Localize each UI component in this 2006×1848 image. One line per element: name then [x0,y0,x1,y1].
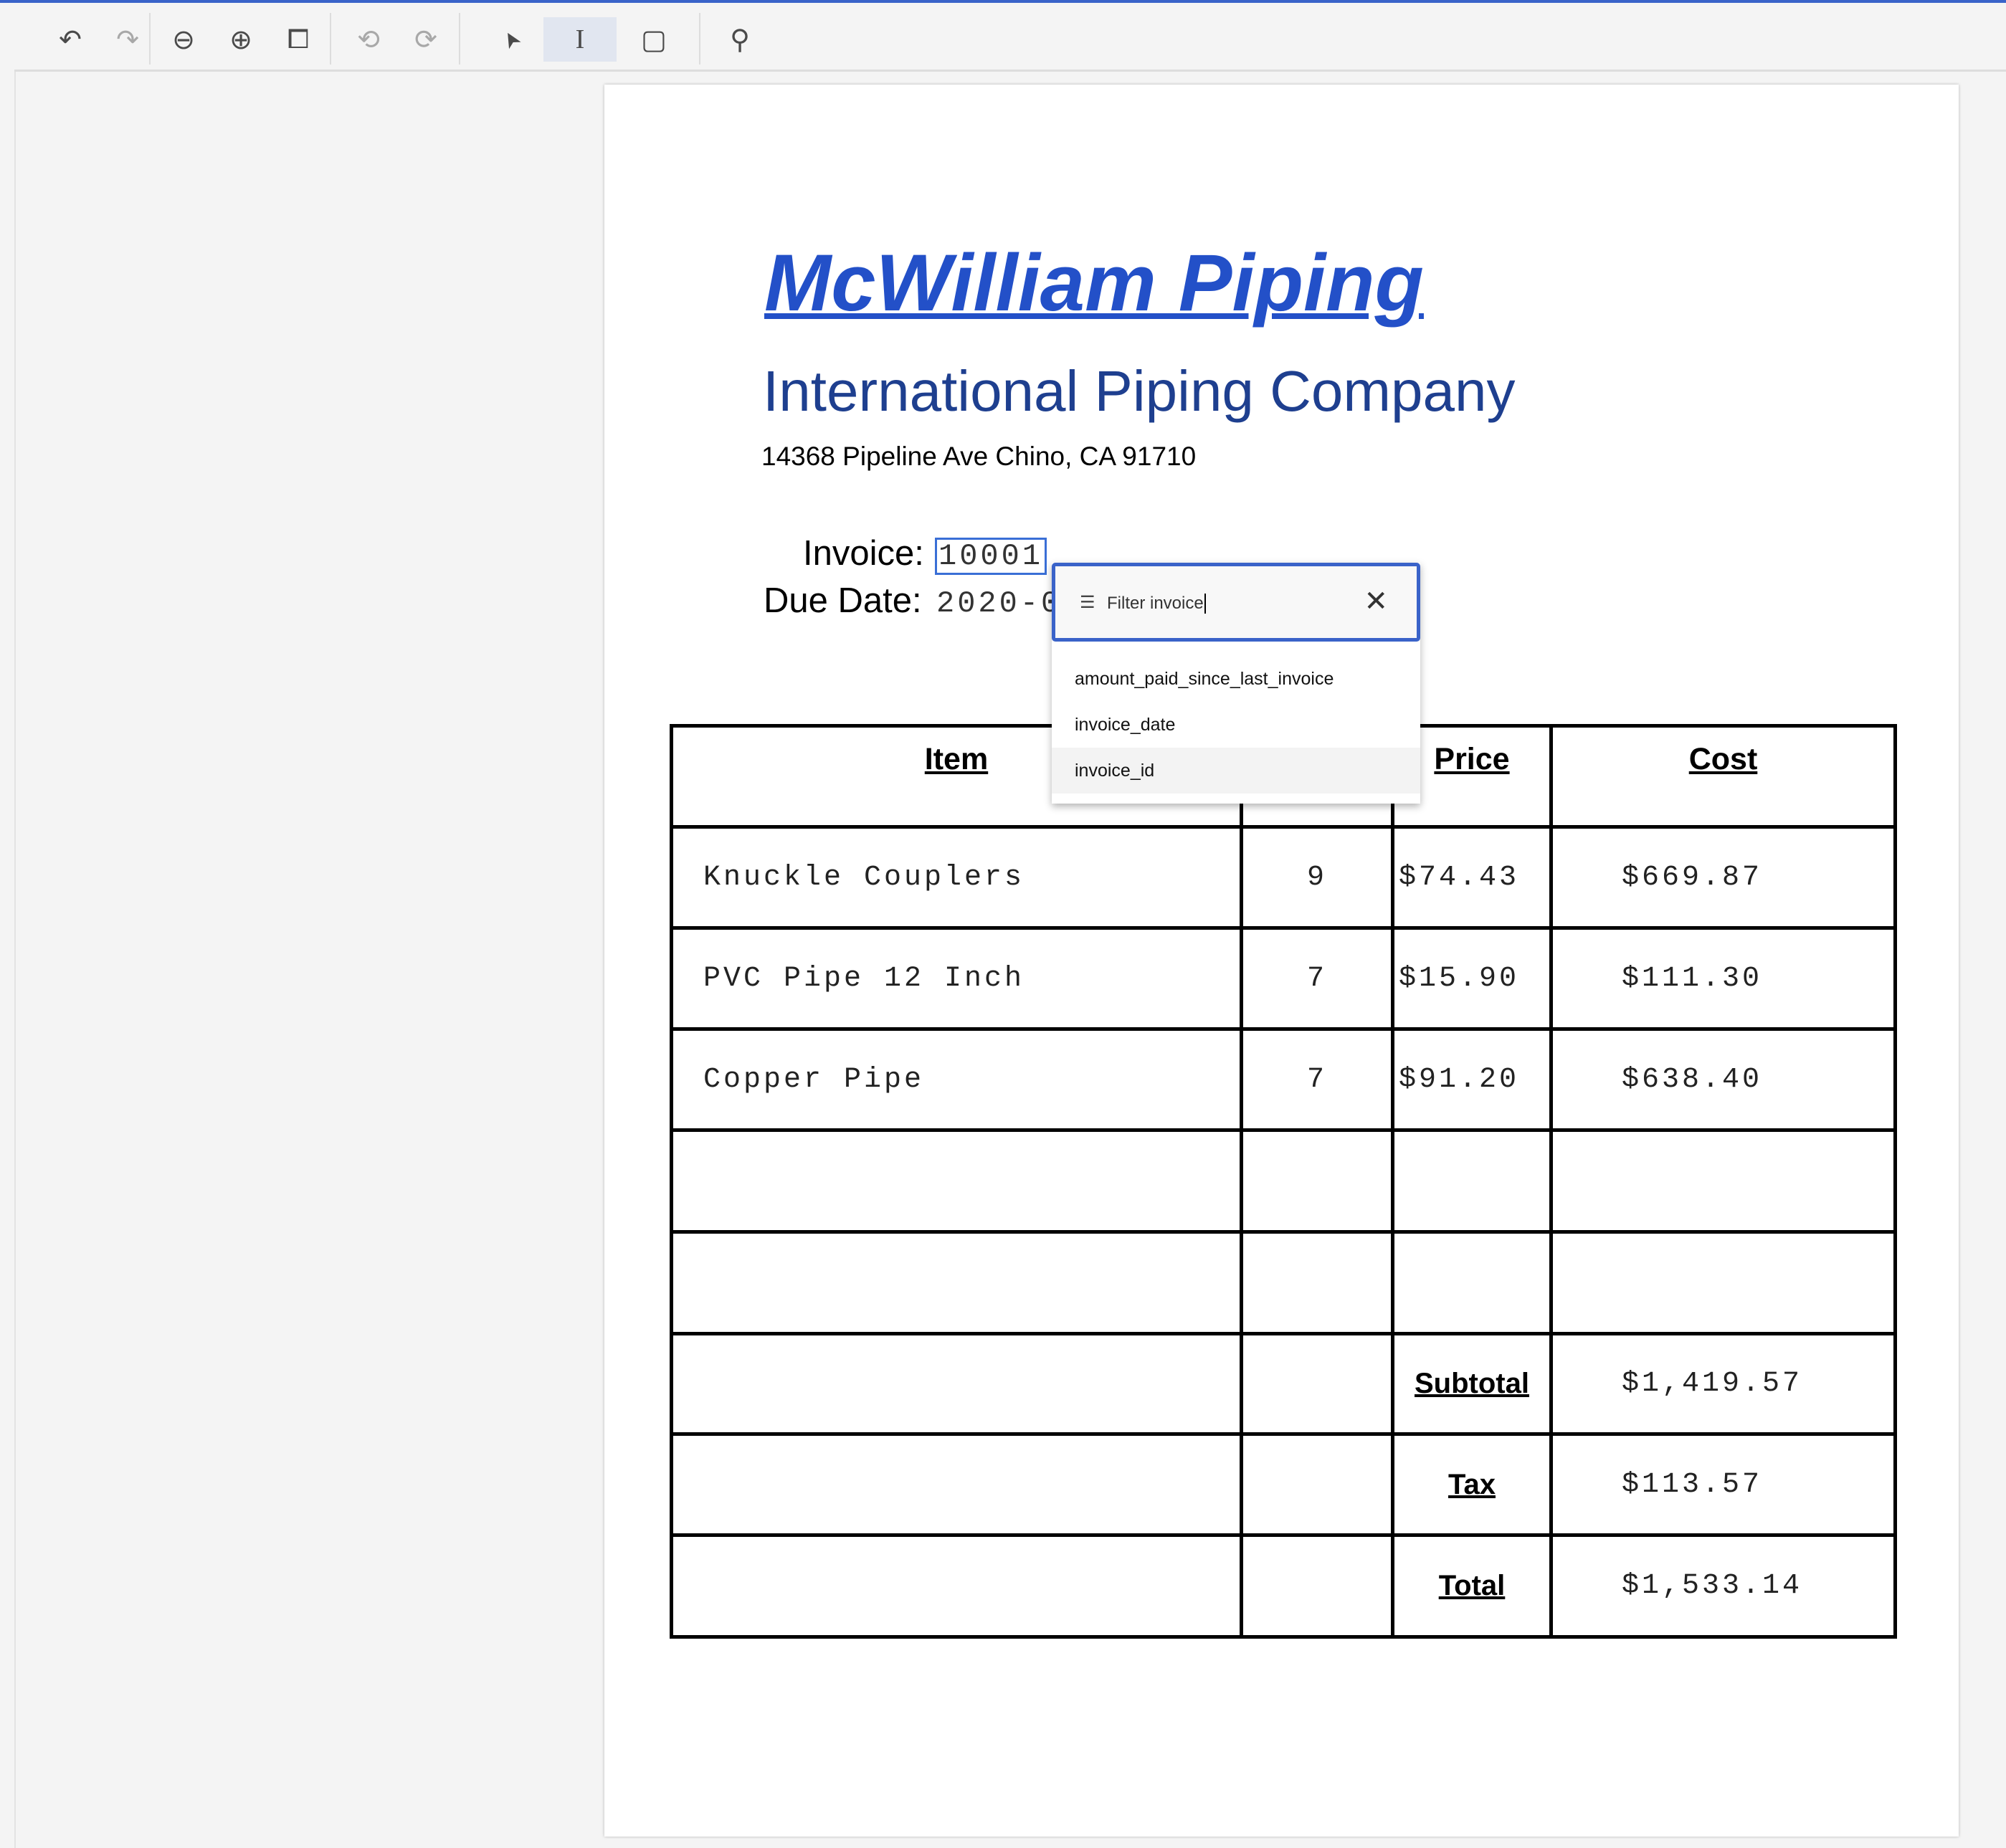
table-row: PVC Pipe 12 Inch 7 $15.90 $111.30 [670,926,1897,1031]
due-date-label: Due Date: [764,581,922,620]
zoom-out-button[interactable]: ⊖ [162,17,205,62]
add-region-button[interactable]: ▢ [632,17,675,62]
header-cost: Cost [1549,724,1897,829]
price-cell: $15.90 [1391,926,1553,1031]
price-cell: $74.43 [1391,825,1553,930]
company-subtitle: International Piping Company [763,359,1516,423]
dropdown-option-highlighted[interactable]: invoice_id [1052,748,1420,794]
redo-button[interactable]: ↷ [106,17,149,62]
close-icon[interactable]: ✕ [1364,586,1388,617]
qty-cell: 7 [1240,1027,1394,1132]
qty-cell: 9 [1240,825,1394,930]
item-cell: Copper Pipe [670,1027,1243,1132]
undo-icon: ↶ [59,24,82,55]
redo-icon: ↷ [116,24,139,55]
tax-value: $113.57 [1549,1432,1897,1537]
company-address: 14368 Pipeline Ave Chino, CA 91710 [761,442,1197,471]
divider [330,13,331,65]
search-button[interactable]: ⚲ [718,17,761,62]
total-label: Total [1391,1533,1553,1639]
tax-row: Tax $113.57 [670,1432,1897,1537]
empty-row [670,1230,1897,1335]
item-cell: Knuckle Couplers [670,825,1243,930]
left-panel-edge [14,72,16,1848]
text-cursor-icon: I [575,24,585,54]
dropdown-option[interactable]: amount_paid_since_last_invoice [1075,669,1334,689]
undo-button[interactable]: ↶ [49,17,92,62]
pointer-icon: ➤ [497,25,527,54]
filter-icon: ☰ [1080,593,1095,612]
subtotal-value: $1,419.57 [1549,1332,1897,1436]
fit-page-button[interactable]: ⧠ [277,17,320,62]
invoice-value-field[interactable]: 10001 [935,538,1047,575]
filter-input-value[interactable]: Filter invoice [1107,594,1206,614]
invoice-table: Item Price Cost Knuckle Couplers 9 $74.4… [670,724,1897,1639]
zoom-out-icon: ⊖ [172,24,195,55]
rotate-right-button[interactable]: ⟳ [404,17,447,62]
table-row: Knuckle Couplers 9 $74.43 $669.87 [670,825,1897,930]
total-value: $1,533.14 [1549,1533,1897,1639]
zoom-in-icon: ⊕ [229,24,252,55]
subtotal-label: Subtotal [1391,1332,1553,1436]
rotate-right-icon: ⟳ [414,24,437,55]
price-cell: $91.20 [1391,1027,1553,1132]
window-top-accent [0,0,2006,3]
table-row: Copper Pipe 7 $91.20 $638.40 [670,1027,1897,1132]
invoice-label: Invoice: [803,534,924,573]
company-title[interactable]: McWilliam Piping [764,238,1424,328]
filter-input[interactable]: ☰ Filter invoice ✕ [1052,563,1420,642]
qty-cell: 7 [1240,926,1394,1031]
search-icon: ⚲ [730,24,750,55]
cost-cell: $638.40 [1549,1027,1897,1132]
rotate-left-icon: ⟲ [357,24,380,55]
fit-page-icon: ⧠ [287,24,310,54]
cost-cell: $111.30 [1549,926,1897,1031]
field-dropdown: ☰ Filter invoice ✕ amount_paid_since_las… [1052,563,1420,804]
divider [149,13,151,65]
empty-row [670,1128,1897,1234]
pointer-tool-button[interactable]: ➤ [490,17,533,62]
divider [459,13,460,65]
item-cell: PVC Pipe 12 Inch [670,926,1243,1031]
total-row: Total $1,533.14 [670,1533,1897,1639]
text-select-tool-button[interactable]: I [543,17,617,62]
toolbar: ↶ ↷ ⊖ ⊕ ⧠ ⟲ ⟳ ➤ I ▢ ⚲ [14,3,2006,72]
tax-label: Tax [1391,1432,1553,1537]
add-region-icon: ▢ [641,24,667,55]
due-date-value[interactable]: 2020-0 [936,586,1063,621]
rotate-left-button[interactable]: ⟲ [347,17,390,62]
subtotal-row: Subtotal $1,419.57 [670,1332,1897,1436]
divider [699,13,700,65]
zoom-in-button[interactable]: ⊕ [219,17,262,62]
cost-cell: $669.87 [1549,825,1897,930]
dropdown-option[interactable]: invoice_date [1075,715,1176,735]
